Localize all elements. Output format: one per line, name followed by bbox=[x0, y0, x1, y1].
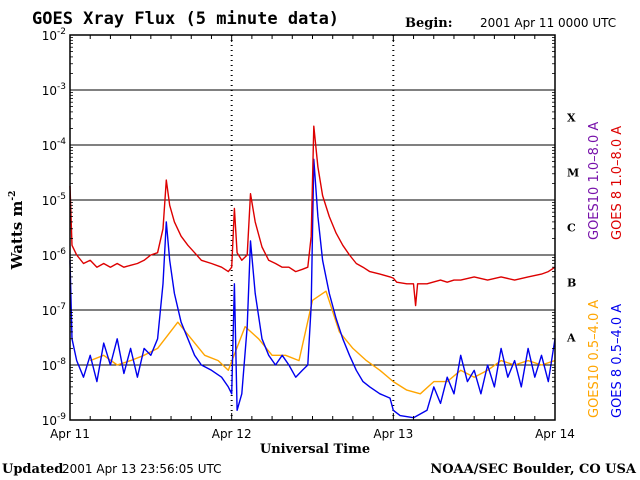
legend-goes10-short: GOES10 0.5–4.0 A bbox=[587, 300, 602, 418]
begin-value: 2001 Apr 11 0000 UTC bbox=[480, 16, 616, 30]
flare-class-label: C bbox=[567, 222, 576, 235]
x-tick-label: Apr 11 bbox=[50, 427, 90, 441]
begin-label: Begin: bbox=[405, 16, 453, 31]
y-tick-label: 10-8 bbox=[42, 357, 67, 373]
y-tick-label: 10-2 bbox=[42, 27, 66, 43]
updated-label: Updated bbox=[2, 462, 63, 477]
y-axis-label: Watts m-2 bbox=[8, 191, 26, 271]
updated-value: 2001 Apr 13 23:56:05 UTC bbox=[62, 462, 222, 476]
flare-class-label: M bbox=[567, 167, 579, 180]
flare-class-labels: X M C B A bbox=[566, 112, 579, 345]
x-axis-label: Universal Time bbox=[260, 442, 370, 457]
legend-goes8-long: GOES 8 1.0–8.0 A bbox=[610, 126, 625, 240]
x-axis-ticks: Apr 11 Apr 12 Apr 13 Apr 14 bbox=[50, 35, 575, 441]
legend-goes10-long: GOES10 1.0–8.0 A bbox=[587, 122, 602, 240]
series-line bbox=[69, 125, 556, 307]
day-dividers bbox=[230, 35, 395, 420]
y-tick-label: 10-4 bbox=[42, 137, 67, 153]
chart-title: GOES Xray Flux (5 minute data) bbox=[32, 9, 339, 29]
y-tick-label: 10-6 bbox=[42, 247, 67, 263]
y-tick-label: 10-5 bbox=[42, 192, 66, 208]
y-tick-label: 10-7 bbox=[42, 302, 66, 318]
series-line bbox=[69, 158, 556, 419]
legend-goes8-short: GOES 8 0.5–4.0 A bbox=[610, 304, 625, 418]
flare-class-label: A bbox=[566, 332, 576, 345]
x-tick-label: Apr 13 bbox=[373, 427, 413, 441]
x-tick-label: Apr 14 bbox=[535, 427, 575, 441]
flare-class-label: B bbox=[567, 277, 576, 290]
y-tick-label: 10-9 bbox=[42, 412, 67, 428]
credit-text: NOAA/SEC Boulder, CO USA bbox=[430, 462, 637, 477]
series-line bbox=[89, 290, 556, 395]
flare-class-label: X bbox=[567, 112, 576, 125]
x-tick-label: Apr 12 bbox=[212, 427, 252, 441]
y-axis-ticks: 10-2 10-3 10-4 10-5 10-6 10-7 10-8 10-9 bbox=[42, 27, 555, 428]
y-tick-label: 10-3 bbox=[42, 82, 66, 98]
series-group bbox=[69, 125, 556, 419]
